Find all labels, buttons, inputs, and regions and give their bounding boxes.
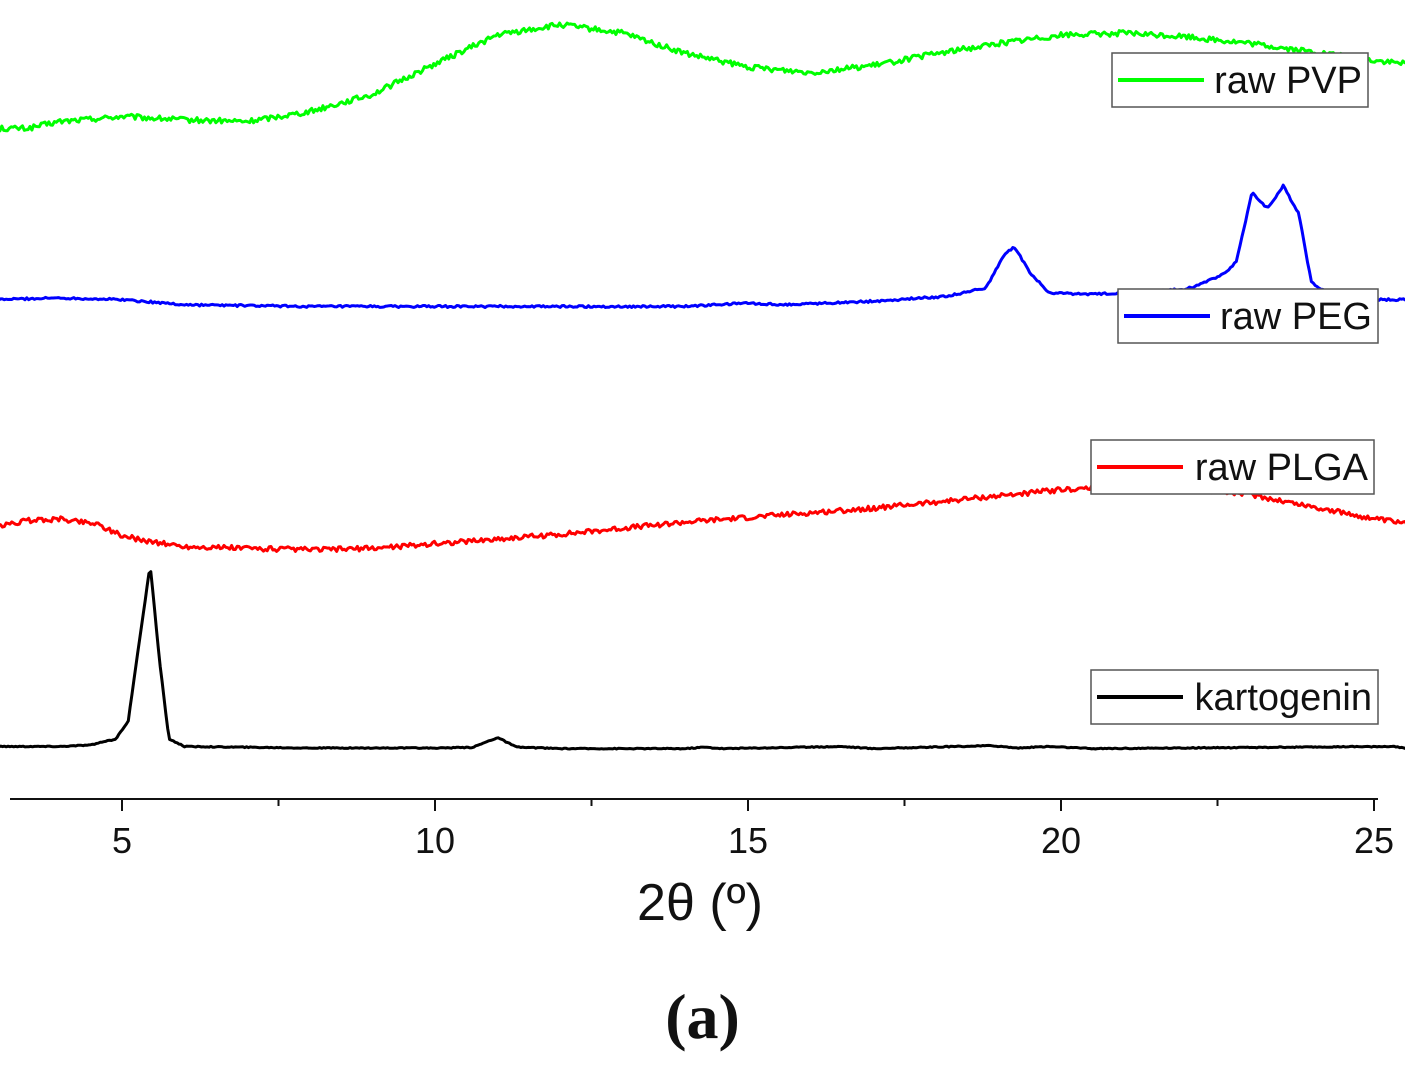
- x-tick-label: 25: [1354, 820, 1394, 861]
- x-tick-label: 15: [728, 820, 768, 861]
- legend-raw-plga: raw PLGA: [1090, 439, 1375, 495]
- series-line-raw-peg: [0, 183, 1405, 309]
- series-line-kartogenin: [0, 570, 1405, 751]
- legend-raw-peg: raw PEG: [1117, 288, 1379, 344]
- legend: raw PVP raw PEG raw PLGA kartogenin: [1090, 52, 1379, 725]
- series-layer: [0, 21, 1405, 751]
- series-line-raw-pvp: [0, 21, 1405, 133]
- x-tick-label: 5: [112, 820, 132, 861]
- x-tick-label: 10: [415, 820, 455, 861]
- legend-kartogenin: kartogenin: [1090, 669, 1379, 725]
- legend-label: raw PEG: [1220, 296, 1372, 338]
- legend-raw-pvp: raw PVP: [1111, 52, 1369, 108]
- panel-label: (a): [665, 981, 740, 1052]
- x-tick-label: 20: [1041, 820, 1081, 861]
- legend-label: kartogenin: [1195, 677, 1372, 719]
- series-line-raw-plga: [0, 483, 1405, 553]
- x-ticks: 51015202530354045: [112, 799, 1394, 861]
- legend-label: raw PLGA: [1195, 447, 1369, 489]
- legend-label: raw PVP: [1214, 60, 1362, 102]
- x-axis-title: 2θ (º): [637, 874, 763, 932]
